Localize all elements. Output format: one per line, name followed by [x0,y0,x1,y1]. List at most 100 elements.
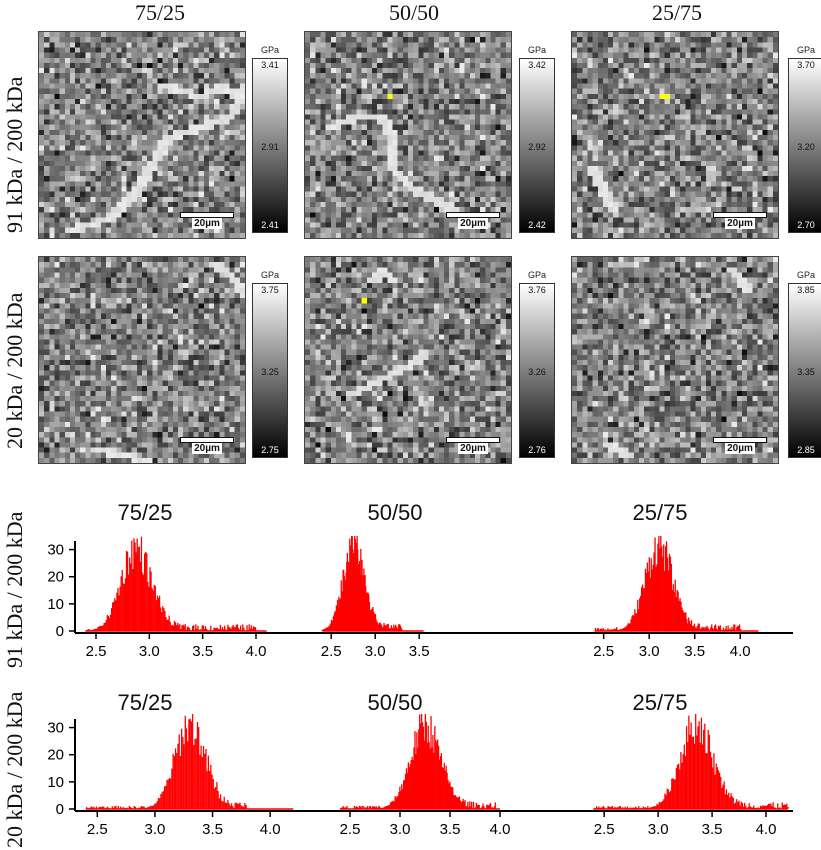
colorbar [252,283,288,458]
histogram-bar [394,796,396,809]
histogram-bar [218,798,220,809]
histogram-bar [346,805,348,809]
histogram-bar [114,806,116,809]
histogram-bar [372,806,375,809]
histogram-bar [753,805,755,809]
histogram-bar [201,625,203,631]
histogram-bar [191,714,194,809]
histogram-bar [373,806,376,809]
x-tick-label: 2.5 [321,643,342,660]
histogram-bar [767,803,770,809]
histogram-bar [718,772,721,809]
histogram-bar [613,629,615,631]
histogram-bar [167,619,169,631]
histogram-bar [670,790,672,809]
histogram-bar [421,722,424,809]
histogram-bar [604,629,606,631]
colorbar-tick-min: 2.85 [797,445,815,455]
histogram-bar [243,627,245,631]
histogram-bar [405,768,408,809]
histogram-bar [725,789,728,809]
histogram-bar [227,799,229,809]
histogram-bar [639,598,641,631]
histogram-bar [232,625,234,631]
histogram-bar [168,778,171,809]
histogram-bar [601,807,603,809]
histogram-bar [222,801,224,809]
histogram-bar [672,778,674,809]
histogram-bar [736,627,738,631]
histogram-bar [733,803,736,809]
histogram-bar [608,806,610,809]
histogram-bar [475,802,478,809]
histogram-bar [109,614,112,631]
histogram-bar [785,804,787,809]
histogram-bar [87,629,89,631]
histogram-bar [248,624,250,631]
histogram-bar [161,792,163,809]
x-tick-label: 3.0 [144,821,165,838]
histogram-bar [615,627,618,631]
histogram-bar [714,624,717,631]
histogram-bar [719,625,722,631]
histogram-bar [403,779,406,809]
histogram-bar [658,536,660,631]
histogram-bar [674,579,676,631]
histogram-bar [139,561,142,631]
histogram-bar [217,628,219,631]
histogram-bar [409,764,411,809]
x-tick-label: 3.5 [702,821,723,838]
histogram-bar [677,591,679,631]
histogram-bar [715,763,717,809]
histogram-bar [152,590,154,631]
histogram-bar [135,552,137,631]
histogram-bar [161,612,163,631]
histogram-bar [212,779,214,809]
histogram-bar [688,715,690,809]
histogram-bar [722,627,724,631]
histogram-bar [417,747,419,809]
histogram-bar [672,584,674,631]
histogram-bar [402,788,404,809]
histogram-bar [652,806,655,809]
histogram-bar [148,806,150,809]
histogram-bar [153,584,155,631]
histogram-bar [218,628,220,631]
x-tick-label: 3.0 [365,643,386,660]
histogram-bar [691,736,693,809]
histogram-bar [609,807,611,809]
histogram-bar [600,628,602,631]
histogram-bar [729,797,731,809]
histogram-bar [426,742,428,809]
histogram-bar [690,620,693,631]
histogram-bar [614,628,617,631]
histogram-bar [186,626,188,631]
histogram-bar [146,553,148,631]
histogram-bar [602,628,604,631]
histogram-bar [181,625,183,631]
x-tick-label: 3.5 [440,821,461,838]
histogram-bar [704,628,706,631]
histogram-bar [130,563,132,631]
colorbar-tick-min: 2.75 [261,445,279,455]
x-tick-label: 2.5 [594,821,615,838]
histogram-bar [678,600,680,631]
histogram-bar [595,806,598,809]
histogram-bar [744,802,746,809]
histogram-bar [159,798,161,809]
histogram-bar [705,626,707,631]
histogram-bar [665,541,668,631]
histogram-bar [359,806,361,809]
histogram-bar [410,760,412,809]
histogram-bar [673,779,675,809]
histogram-bar [149,567,151,631]
histogram-bar [157,597,160,631]
x-tick-label: 3.5 [684,643,705,660]
histogram-bar [614,807,616,809]
histogram-bar [462,798,464,809]
histogram-bar [231,626,233,631]
histogram-bar [428,742,430,809]
histogram-bar [454,795,456,809]
histogram-bar [132,568,134,631]
histogram-title: 50/50 [367,690,422,715]
